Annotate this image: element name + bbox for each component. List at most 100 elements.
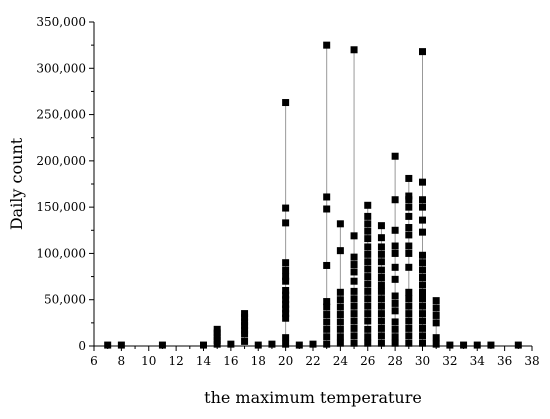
data-point [377, 317, 385, 325]
data-point [350, 268, 358, 276]
data-point [282, 310, 290, 318]
data-point [364, 212, 372, 220]
axes [93, 22, 532, 347]
data-point [227, 340, 235, 348]
data-point [350, 332, 358, 340]
data-point [432, 319, 440, 327]
data-point [446, 341, 454, 349]
data-point [419, 281, 426, 289]
data-point [405, 288, 413, 296]
data-point [419, 259, 426, 267]
data-point [323, 325, 331, 333]
data-point [350, 339, 358, 347]
data-point [323, 340, 331, 348]
data-point [391, 196, 399, 204]
y-tick-label: 250,000 [36, 108, 86, 122]
data-point [350, 253, 358, 261]
data-point [323, 205, 331, 213]
data-point [282, 204, 290, 212]
data-point [419, 228, 426, 236]
data-point [364, 201, 372, 209]
data-point [282, 296, 290, 304]
data-point [350, 277, 358, 285]
x-tick-label: 8 [118, 354, 126, 368]
data-point [309, 340, 317, 348]
data-point [391, 226, 399, 234]
data-point [213, 333, 221, 341]
data-point [419, 288, 426, 296]
data-point [350, 324, 358, 332]
data-point [364, 295, 372, 303]
data-point [405, 192, 413, 200]
data-point [350, 287, 358, 295]
data-point [241, 318, 249, 326]
x-tick-label: 18 [251, 354, 266, 368]
x-tick-label: 32 [442, 354, 457, 368]
data-point [405, 212, 413, 220]
data-points [104, 41, 522, 349]
y-tick-label: 350,000 [36, 15, 86, 29]
data-point [419, 266, 426, 274]
data-point [391, 242, 399, 250]
data-point [377, 250, 385, 258]
x-tick-label: 36 [497, 354, 512, 368]
y-tick-label: 200,000 [36, 154, 86, 168]
data-point [282, 286, 290, 294]
data-point [200, 341, 207, 349]
x-tick-label: 16 [223, 354, 238, 368]
data-point [282, 277, 290, 285]
data-point [377, 324, 385, 332]
data-point [377, 266, 385, 274]
x-tick-label: 34 [470, 354, 486, 368]
data-point [419, 48, 426, 56]
data-point [405, 339, 413, 347]
data-point [364, 258, 372, 266]
data-point [419, 273, 426, 281]
data-point [377, 295, 385, 303]
data-point [405, 174, 413, 182]
data-point [241, 310, 249, 318]
data-point [391, 339, 399, 347]
data-point [419, 332, 426, 340]
data-point [336, 325, 344, 333]
data-point [405, 295, 413, 303]
data-point [241, 313, 249, 321]
data-point [432, 340, 440, 348]
data-point [405, 302, 413, 310]
data-point [350, 317, 358, 325]
data-point [391, 249, 399, 257]
data-point [419, 216, 426, 224]
data-point [405, 231, 413, 239]
data-point [336, 339, 344, 347]
data-point [391, 263, 399, 271]
data-point [377, 258, 385, 266]
data-point [419, 251, 426, 259]
data-point [323, 261, 331, 269]
data-point [405, 310, 413, 318]
data-point [419, 339, 426, 347]
data-point [336, 288, 344, 296]
data-point [514, 341, 522, 349]
data-point [377, 273, 385, 281]
data-point [241, 337, 249, 345]
data-point [350, 46, 358, 54]
x-axis-title: the maximum temperature [204, 388, 422, 407]
data-point [391, 275, 399, 283]
data-point [104, 341, 112, 349]
data-point [419, 317, 426, 325]
data-point [419, 324, 426, 332]
data-point [323, 311, 331, 319]
data-point [364, 235, 372, 243]
x-tick-label: 24 [333, 354, 349, 368]
x-axis-ticks: 6 8 10 12 14 16 18 20 22 24 26 28 30 32 34 36 38 [90, 346, 540, 368]
data-point [268, 340, 276, 348]
data-point [364, 317, 372, 325]
data-point [364, 265, 372, 273]
data-point [350, 261, 358, 269]
x-tick-label: 26 [360, 354, 375, 368]
data-point [282, 334, 290, 342]
data-point [391, 333, 399, 341]
data-point [405, 196, 413, 204]
data-point [377, 287, 385, 295]
data-point [377, 332, 385, 340]
